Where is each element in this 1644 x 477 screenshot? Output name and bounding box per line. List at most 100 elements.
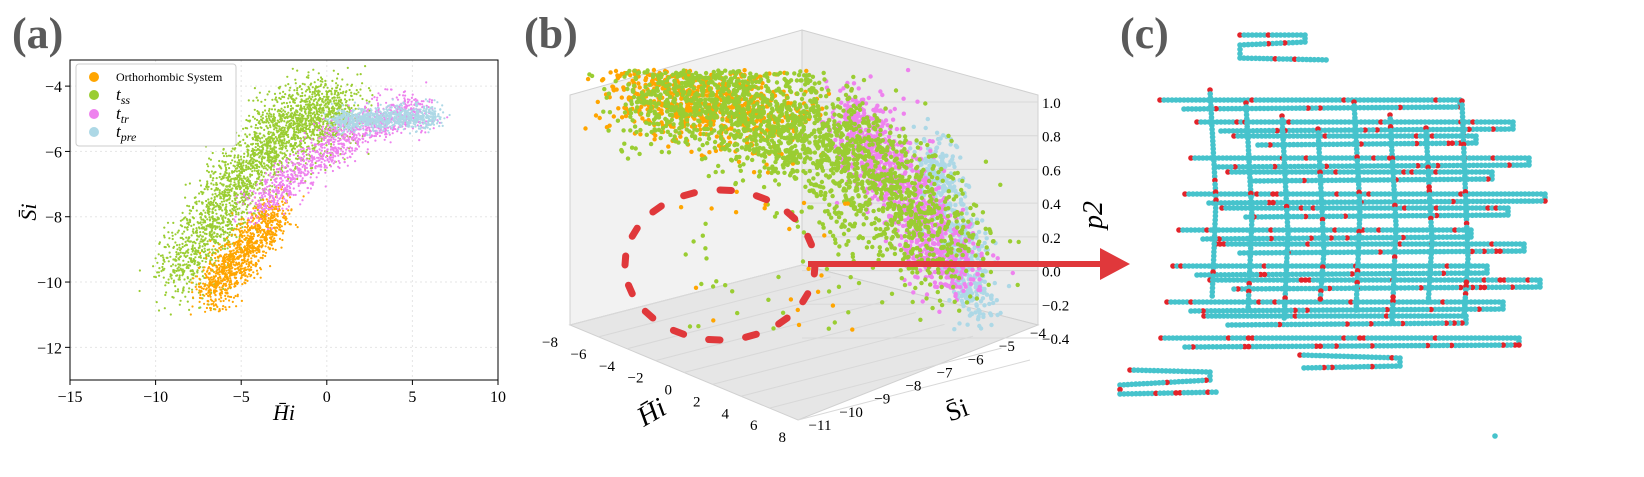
data-point-tss — [283, 120, 286, 123]
data-point-orth — [240, 262, 243, 266]
data-point-ttr — [276, 201, 279, 205]
data-point-tss — [367, 152, 370, 155]
data-point-orth — [244, 269, 247, 272]
data-point-orth — [230, 273, 233, 276]
data-point-tss — [198, 242, 201, 245]
data-point-orth — [262, 233, 265, 236]
data-point-orth — [208, 282, 211, 285]
data-point-tss — [226, 220, 229, 223]
data-point-orth — [252, 250, 255, 253]
data-point-tss — [346, 66, 349, 69]
data-point-tss — [280, 131, 283, 134]
data-point-ttr — [282, 213, 285, 216]
data-point-tss — [263, 128, 266, 131]
data-point-ttr — [400, 131, 403, 134]
data-point-orth — [207, 267, 210, 270]
data-point-tss — [228, 201, 231, 205]
data-point-orth — [257, 233, 260, 237]
data-point-tss — [211, 193, 214, 196]
data-point-tss — [206, 240, 209, 243]
data-point-orth — [242, 273, 245, 276]
data-point-tss — [359, 94, 362, 97]
data-point-orth — [227, 287, 230, 290]
data-point-tss — [211, 208, 214, 211]
data-point-ttr — [285, 158, 288, 161]
data-point-tpre — [439, 108, 442, 111]
data-point-tss — [314, 126, 317, 129]
data-point-ttr — [384, 135, 388, 139]
data-point-tss — [172, 296, 175, 299]
data-point-ttr — [292, 162, 295, 165]
data-point-tss — [212, 183, 215, 186]
data-point-ttr — [328, 127, 331, 131]
data-point-tss — [224, 152, 227, 155]
data-point-orth — [259, 231, 262, 234]
data-point-tss — [355, 89, 358, 92]
data-point-orth — [191, 296, 195, 299]
data-point-orth — [234, 234, 237, 237]
data-point-tss — [215, 183, 219, 186]
data-point-orth — [281, 238, 284, 242]
data-point-tss — [295, 131, 298, 134]
data-point-orth — [264, 218, 267, 221]
data-point-ttr — [340, 153, 343, 156]
data-point-tss — [200, 223, 203, 226]
data-point-tss — [271, 98, 274, 101]
data-point-tss — [207, 225, 211, 228]
data-point-ttr — [331, 130, 334, 133]
data-point-ttr — [317, 137, 321, 140]
data-point-tss — [281, 119, 284, 122]
data-point-tss — [281, 113, 284, 116]
data-point-tss — [219, 195, 222, 198]
data-point-tss — [255, 170, 259, 173]
data-point-tss — [179, 249, 182, 252]
data-point-tss — [185, 217, 188, 221]
data-point-tss — [250, 149, 253, 153]
data-point-orth — [272, 215, 275, 219]
data-point-tss — [195, 229, 198, 232]
data-point-tss — [289, 86, 292, 89]
data-point-ttr — [251, 199, 254, 202]
data-point-ttr — [284, 176, 287, 179]
data-point-tss — [326, 132, 329, 135]
data-point-ttr — [248, 203, 251, 206]
data-point-tss — [241, 196, 244, 199]
data-point-tss — [206, 188, 209, 191]
data-point-ttr — [378, 134, 381, 138]
data-point-orth — [200, 297, 203, 300]
data-point-ttr — [331, 159, 334, 162]
data-point-tss — [331, 133, 334, 136]
data-point-tss — [209, 223, 212, 226]
data-point-tss — [284, 110, 287, 113]
data-point-orth — [229, 267, 232, 270]
data-point-tss — [152, 265, 155, 268]
data-point-orth — [198, 266, 201, 270]
data-point-tss — [265, 115, 268, 118]
data-point-orth — [199, 293, 202, 297]
data-point-tss — [336, 94, 339, 97]
data-point-tss — [308, 90, 312, 93]
data-point-tss — [303, 105, 306, 108]
data-point-tss — [344, 101, 348, 104]
data-point-orth — [282, 216, 285, 219]
data-point-orth — [234, 282, 238, 285]
data-point-tss — [167, 278, 170, 281]
data-point-tss — [267, 152, 270, 155]
data-point-ttr — [270, 176, 273, 179]
data-point-orth — [243, 254, 246, 257]
data-point-tss — [208, 216, 211, 219]
data-point-orth — [216, 272, 219, 275]
data-point-orth — [273, 237, 276, 240]
data-point-tss — [199, 240, 202, 243]
data-point-ttr — [263, 210, 266, 213]
data-point-ttr — [294, 174, 297, 177]
data-point-orth — [256, 273, 259, 276]
data-point-ttr — [309, 176, 312, 179]
data-point-tss — [221, 160, 224, 163]
data-point-tss — [229, 178, 232, 181]
data-point-tss — [289, 143, 292, 146]
data-point-tss — [307, 71, 310, 74]
data-point-tss — [291, 94, 294, 97]
data-point-orth — [236, 245, 239, 249]
data-point-tss — [233, 154, 236, 157]
